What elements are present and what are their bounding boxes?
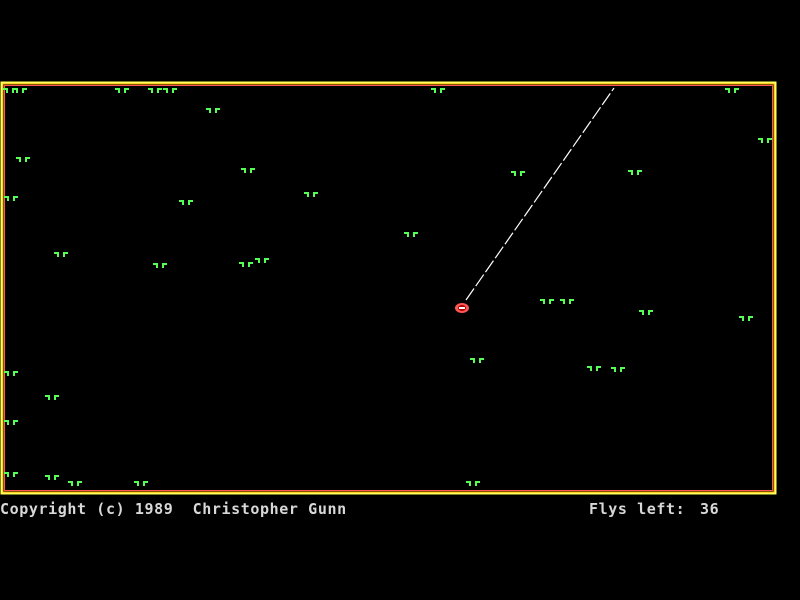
fly — [163, 88, 177, 93]
fly — [470, 358, 484, 363]
fly — [45, 395, 59, 400]
fly — [560, 299, 574, 304]
inner-border — [4, 85, 773, 491]
fly — [587, 366, 601, 371]
fly — [134, 481, 148, 486]
fly — [540, 299, 554, 304]
fly — [179, 200, 193, 205]
flys-left-count: 36 — [700, 500, 720, 518]
fly — [255, 258, 269, 263]
fly — [241, 168, 255, 173]
fly — [153, 263, 167, 268]
fly — [466, 481, 480, 486]
fly — [68, 481, 82, 486]
fly — [16, 157, 30, 162]
flys-left-label: Flys left: — [589, 500, 686, 518]
fly — [4, 472, 18, 477]
fly — [611, 367, 625, 372]
fly — [115, 88, 129, 93]
inner-border-2 — [2, 83, 775, 493]
fly — [639, 310, 653, 315]
fly — [511, 171, 525, 176]
fly — [13, 88, 27, 93]
fly — [404, 232, 418, 237]
fly — [148, 88, 162, 93]
frog — [455, 303, 469, 313]
copyright-text: Copyright (c) 1989 Christopher Gunn — [0, 500, 347, 518]
fly — [758, 138, 772, 143]
fly — [739, 316, 753, 321]
fly — [4, 420, 18, 425]
fly — [54, 252, 68, 257]
fly — [4, 371, 18, 376]
fly — [725, 88, 739, 93]
frog-tongue — [465, 87, 615, 301]
fly — [431, 88, 445, 93]
flies-group — [3, 88, 772, 486]
fly — [239, 262, 253, 267]
fly — [628, 170, 642, 175]
fly — [206, 108, 220, 113]
fly — [4, 196, 18, 201]
fly — [45, 475, 59, 480]
outer-border — [0, 81, 777, 495]
fly — [304, 192, 318, 197]
